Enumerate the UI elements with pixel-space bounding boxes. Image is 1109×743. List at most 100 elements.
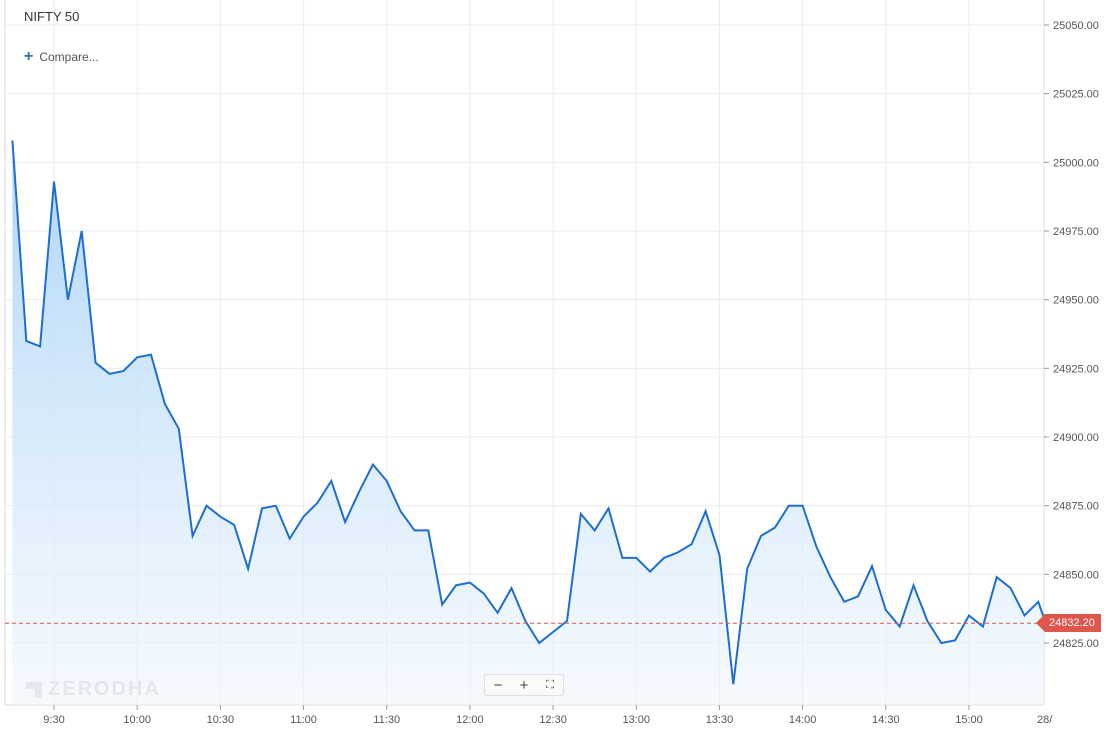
data-point (815, 546, 817, 548)
x-tick-label: 10:30 (207, 714, 235, 726)
data-point (580, 513, 582, 515)
watermark: ZERODHA (26, 678, 161, 701)
data-point (538, 642, 540, 644)
data-point (885, 609, 887, 611)
data-point (455, 584, 457, 586)
data-point (982, 625, 984, 627)
data-point (926, 620, 928, 622)
data-point (441, 603, 443, 605)
data-point (94, 362, 96, 364)
data-point (288, 537, 290, 539)
data-point (191, 535, 193, 537)
compare-button[interactable]: + Compare... (24, 48, 99, 65)
price-line (11, 140, 1045, 685)
data-point (635, 557, 637, 559)
y-tick-label: 24825.00 (1053, 638, 1099, 650)
data-point (25, 340, 27, 342)
data-point (524, 620, 526, 622)
data-point (136, 356, 138, 358)
data-point (233, 524, 235, 526)
data-point (358, 491, 360, 493)
data-point (39, 345, 41, 347)
x-tick-label: 10:00 (123, 714, 151, 726)
compare-label: Compare... (39, 50, 99, 64)
data-point (829, 576, 831, 578)
data-point (940, 642, 942, 644)
data-point (386, 480, 388, 482)
x-tick-label: 12:00 (456, 714, 484, 726)
data-point (483, 592, 485, 594)
data-point (1009, 587, 1011, 589)
data-point (968, 614, 970, 616)
y-axis: 25050.00 25025.00 25000.00 24975.00 24950.00… (1044, 20, 1099, 650)
data-point (912, 584, 914, 586)
data-point (691, 543, 693, 545)
y-tick-label: 24875.00 (1053, 501, 1099, 513)
data-point (593, 529, 595, 531)
data-point (677, 551, 679, 553)
data-point (261, 507, 263, 509)
x-tick-label: 11:30 (373, 714, 400, 726)
data-point (67, 298, 69, 300)
data-point (178, 428, 180, 430)
fit-screen-button[interactable]: ⛶ (546, 678, 554, 691)
data-point (316, 502, 318, 504)
data-point (427, 529, 429, 531)
data-point (413, 529, 415, 531)
watermark-text: ZERODHA (48, 678, 161, 700)
data-point (275, 504, 277, 506)
zoom-out-button[interactable]: − (493, 676, 503, 694)
data-point (718, 554, 720, 556)
data-point (219, 515, 221, 517)
last-price-label: 24832.20 (1036, 614, 1101, 633)
data-point (11, 139, 13, 141)
plus-icon: + (24, 48, 34, 65)
data-point (344, 521, 346, 523)
x-tick-label: 28/ (1037, 714, 1053, 726)
x-tick-label: 13:00 (623, 714, 651, 726)
x-tick-label: 13:30 (706, 714, 734, 726)
y-tick-label: 24975.00 (1053, 226, 1099, 238)
x-tick-label: 15:00 (955, 714, 983, 726)
x-tick-label: 9:30 (43, 714, 64, 726)
y-tick-label: 25050.00 (1053, 20, 1099, 32)
x-tick-label: 14:00 (789, 714, 817, 726)
data-point (704, 510, 706, 512)
data-point (372, 463, 374, 465)
zerodha-logo-icon (26, 681, 42, 698)
chart-title: NIFTY 50 (24, 9, 80, 24)
data-point (649, 570, 651, 572)
data-point (81, 230, 83, 232)
price-area (12, 140, 1044, 705)
data-point (663, 557, 665, 559)
data-point (1023, 614, 1025, 616)
zoom-in-button[interactable]: + (519, 676, 529, 694)
data-point (801, 504, 803, 506)
data-point (302, 515, 304, 517)
data-point (774, 526, 776, 528)
x-tick-label: 12:30 (539, 714, 567, 726)
data-point (1037, 601, 1039, 603)
x-tick-label: 11:00 (290, 714, 317, 726)
data-point (552, 631, 554, 633)
data-point (857, 595, 859, 597)
x-axis: 9:30 10:00 10:30 11:00 11:30 12:00 12:30 13:00 1… (43, 705, 1053, 726)
data-point (788, 504, 790, 506)
data-point (150, 353, 152, 355)
y-tick-label: 24950.00 (1053, 295, 1099, 307)
y-tick-label: 24850.00 (1053, 569, 1099, 581)
data-point (760, 535, 762, 537)
data-point (566, 620, 568, 622)
data-point (53, 180, 55, 182)
data-point (122, 370, 124, 372)
data-point (746, 568, 748, 570)
x-tick-label: 14:30 (872, 714, 900, 726)
data-point (843, 601, 845, 603)
data-point (108, 373, 110, 375)
data-point (732, 683, 734, 685)
y-tick-label: 24900.00 (1053, 432, 1099, 444)
data-point (510, 587, 512, 589)
data-point (247, 568, 249, 570)
y-tick-label: 25025.00 (1053, 89, 1099, 101)
